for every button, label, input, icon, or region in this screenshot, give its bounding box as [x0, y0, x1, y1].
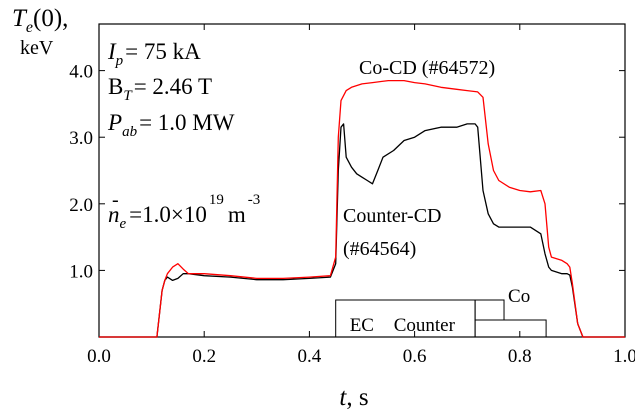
- param-pab: Pab= 1.0 MW: [107, 110, 235, 140]
- ec-label: EC: [350, 315, 374, 336]
- co-timing-label: Co: [508, 286, 530, 307]
- series-line-black: [99, 123, 625, 338]
- x-tick-label: 0.2: [192, 346, 216, 367]
- co-box: [474, 299, 505, 321]
- counter-cd-shot: (#64564): [343, 238, 416, 260]
- param-ip: Ip= 75 kA: [107, 39, 201, 69]
- co-cd-label: Co-CD (#64572): [359, 57, 495, 79]
- param-ne: ne =1.0×1019m-3: [108, 192, 260, 232]
- xlabel-symbol: t: [339, 384, 347, 411]
- ylabel-symbol: T: [12, 5, 28, 32]
- x-tick-label: 0.4: [298, 346, 322, 367]
- param-ne-bar: -: [112, 189, 119, 211]
- yunit: keV: [20, 37, 54, 59]
- counter-timing-label: Counter: [394, 315, 456, 336]
- series-line-red: [99, 79, 625, 338]
- y-tick-label: 4.0: [69, 62, 93, 83]
- x-tick-label: 0.8: [508, 346, 532, 367]
- x-tick-label: 1.0: [613, 346, 635, 367]
- xlabel-unit: , s: [346, 384, 368, 411]
- param-bt: BT= 2.46 T: [108, 74, 212, 104]
- y-tick-label: 1.0: [69, 261, 93, 282]
- ylabel-arg: (0),: [33, 5, 68, 32]
- counter-cd-label: Counter-CD: [343, 205, 441, 227]
- xlabel: t, s: [339, 384, 368, 411]
- ylabel: Te(0),: [12, 5, 68, 36]
- x-tick-label: 0.0: [87, 346, 111, 367]
- y-tick-label: 2.0: [69, 195, 93, 216]
- x-tick-label: 0.6: [403, 346, 427, 367]
- counter-box: [474, 319, 547, 338]
- y-tick-label: 3.0: [69, 128, 93, 149]
- ylabel-sub: e: [26, 19, 33, 36]
